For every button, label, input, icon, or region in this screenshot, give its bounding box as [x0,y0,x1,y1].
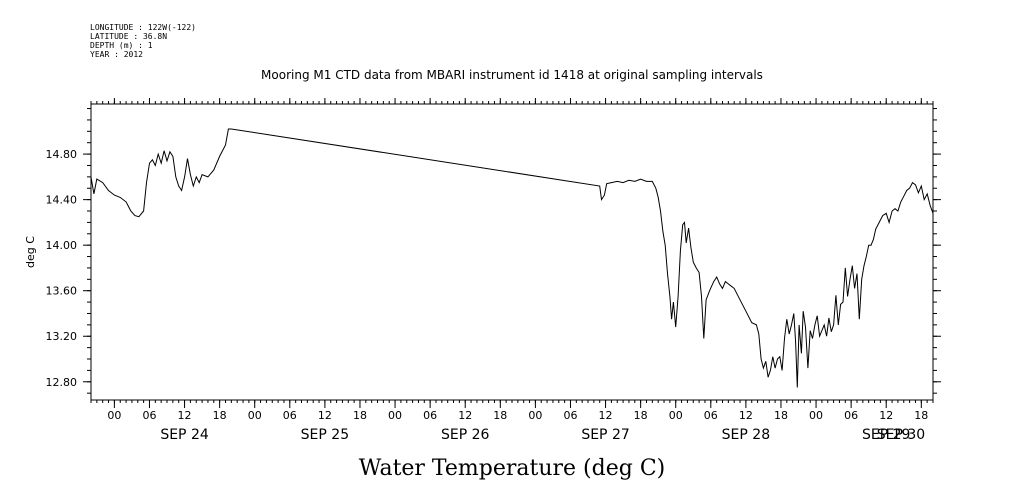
x-tick-label: 18 [774,409,788,422]
x-tick-label: 12 [178,409,192,422]
x-day-label: SEP 24 [160,427,209,443]
y-tick-label: 13.60 [46,285,78,298]
chart-title: Mooring M1 CTD data from MBARI instrumen… [261,68,763,82]
axes-layer: 00 06 12 18 00 06 12 18 00 06 12 18 00 06 12 18 00 06 12 18… [46,98,941,443]
x-day-label: SEP 28 [722,427,770,443]
x-tick-label: 06 [704,409,718,422]
y-tick-label: 14.00 [46,239,78,252]
x-tick-label: 18 [353,409,367,422]
x-tick-label: 12 [318,409,332,422]
latitude-text: LATITUDE : 36.8N [90,32,167,41]
x-tick-label: 06 [283,409,297,422]
x-axis-label: Water Temperature (deg C) [359,456,666,481]
x-tick-label: 00 [669,409,683,422]
x-tick-label: 06 [563,409,577,422]
depth-text: DEPTH (m) : 1 [90,41,153,50]
x-tick-label: 06 [844,409,858,422]
y-tick-label: 12.80 [46,376,78,389]
x-tick-label: 06 [423,409,437,422]
x-tick-label: 06 [142,409,156,422]
y-axis-label: deg C [24,236,37,268]
x-day-label: SEP 27 [581,427,629,443]
x-tick-label: 12 [599,409,613,422]
longitude-text: LONGITUDE : 122W(-122) [90,23,196,32]
x-tick-label: 18 [634,409,648,422]
y-tick-label: 13.20 [46,330,78,343]
y-tick-label: 14.40 [46,194,78,207]
x-tick-label: 18 [914,409,928,422]
x-day-label: SEP 29 [862,427,910,443]
x-tick-label: 00 [809,409,823,422]
x-tick-label: 12 [458,409,472,422]
year-text: YEAR : 2012 [90,50,143,59]
x-tick-label: 18 [493,409,507,422]
x-day-label: SEP 25 [301,427,349,443]
x-tick-label: 12 [739,409,753,422]
x-tick-label: 18 [213,409,227,422]
x-tick-label: 00 [528,409,542,422]
y-tick-label: 14.80 [46,148,78,161]
metadata-block: LONGITUDE : 122W(-122) LATITUDE : 36.8N … [90,23,196,59]
x-day-label: SEP 30 [877,427,925,443]
x-tick-label: 00 [248,409,262,422]
series-line-water-temperature [90,128,934,388]
x-tick-label: 00 [388,409,402,422]
x-tick-label: 00 [107,409,121,422]
x-day-label: SEP 26 [441,427,490,443]
x-tick-label: 12 [879,409,893,422]
